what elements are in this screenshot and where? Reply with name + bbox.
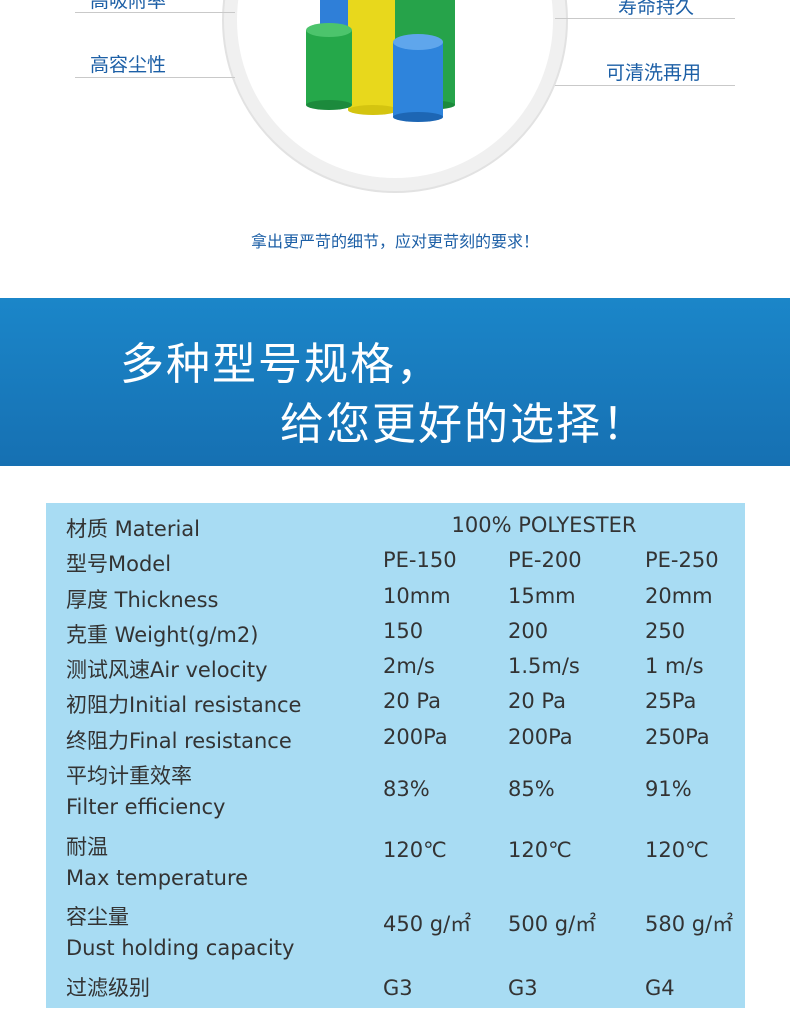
row-label: 平均计重效率 bbox=[66, 764, 192, 788]
row-label: Max temperature bbox=[66, 866, 249, 890]
spec-table: 材质 Material 100% POLYESTER 型号Model PE-150 PE… bbox=[46, 503, 745, 1008]
feature: 高容尘性 bbox=[90, 54, 167, 76]
row-label: 过滤级别 bbox=[66, 976, 150, 1000]
cell: 85% bbox=[508, 777, 555, 801]
cell: G3 bbox=[508, 976, 538, 1000]
cell: 20 Pa bbox=[508, 689, 566, 713]
cell: PE-200 bbox=[508, 548, 582, 572]
cell: G4 bbox=[645, 976, 675, 1000]
row-label: 克重 Weight(g/m2) bbox=[66, 623, 259, 647]
cell: PE-250 bbox=[645, 548, 719, 572]
cell: 120℃ bbox=[645, 838, 709, 862]
cell: 200Pa bbox=[508, 725, 573, 749]
cell: 1.5m/s bbox=[508, 654, 580, 678]
row-label: 型号Model bbox=[66, 552, 172, 576]
cell: 1 m/s bbox=[645, 654, 704, 678]
cell: 150 bbox=[383, 619, 424, 643]
cell: 10mm bbox=[383, 584, 451, 608]
feature-line bbox=[555, 85, 735, 86]
feature: 高吸附率 bbox=[90, 0, 167, 12]
feature-line bbox=[75, 77, 235, 78]
row-label: 终阻力Final resistance bbox=[66, 729, 292, 753]
row-label: 耐温 bbox=[66, 835, 108, 859]
banner-title: 多种型号规格， bbox=[120, 339, 442, 390]
feature-line bbox=[555, 18, 735, 19]
banner: 多种型号规格， 给您更好的选择！ bbox=[0, 298, 790, 466]
cell: 450 g/㎡ bbox=[383, 912, 472, 936]
row-label: 初阻力Initial resistance bbox=[66, 693, 302, 717]
row-label: 测试风速Air velocity bbox=[66, 658, 268, 682]
cell: 100% POLYESTER bbox=[451, 513, 637, 537]
cell: 200 bbox=[508, 619, 549, 643]
tagline: 拿出更严苛的细节，应对更苛刻的要求！ bbox=[250, 232, 539, 251]
cell: G3 bbox=[383, 976, 413, 1000]
cell: 91% bbox=[645, 777, 692, 801]
cell: 120℃ bbox=[383, 838, 447, 862]
row-label: 容尘量 bbox=[66, 905, 129, 929]
cell: 15mm bbox=[508, 584, 576, 608]
cell: 20mm bbox=[645, 584, 713, 608]
cell: 120℃ bbox=[508, 838, 572, 862]
cell: 83% bbox=[383, 777, 430, 801]
feature-line bbox=[75, 12, 235, 13]
cell: 250Pa bbox=[645, 725, 710, 749]
cell: PE-150 bbox=[383, 548, 457, 572]
cell: 20 Pa bbox=[383, 689, 441, 713]
cell: 25Pa bbox=[645, 689, 697, 713]
row-label: Dust holding capacity bbox=[66, 936, 295, 960]
cell: 250 bbox=[645, 619, 686, 643]
row-label: 厚度 Thickness bbox=[66, 588, 219, 612]
cell: 2m/s bbox=[383, 654, 435, 678]
cell: 200Pa bbox=[383, 725, 448, 749]
row-label: Filter efficiency bbox=[66, 795, 226, 819]
row-label: 材质 Material bbox=[66, 517, 200, 541]
product-image bbox=[222, 0, 568, 193]
cell: 580 g/㎡ bbox=[645, 912, 734, 936]
cell: 500 g/㎡ bbox=[508, 912, 597, 936]
banner-title: 给您更好的选择！ bbox=[280, 399, 648, 450]
feature: 可清洗再用 bbox=[606, 62, 702, 84]
feature: 寿命持久 bbox=[618, 0, 695, 18]
